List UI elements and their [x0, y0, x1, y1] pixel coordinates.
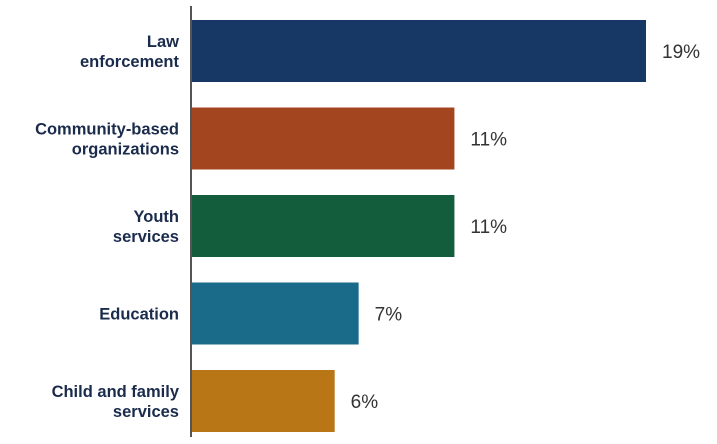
category-label-line: services [113, 228, 179, 246]
category-label-line: Community-based [35, 121, 179, 139]
bar-4 [191, 370, 335, 432]
category-label-2: Youth services [113, 208, 179, 246]
value-labels-layer: 19% 11% 11% 7% 6% [351, 42, 700, 413]
category-label-line: Law [147, 33, 179, 51]
bars-layer [191, 20, 646, 432]
category-label-0: Law enforcement [80, 33, 180, 71]
bar-0 [191, 20, 646, 82]
category-label-line: Education [99, 306, 179, 324]
category-label-line: Child and family [52, 383, 180, 401]
category-label-1: Community-based organizations [35, 121, 179, 159]
category-label-3: Education [99, 306, 179, 324]
value-label-3: 7% [375, 305, 403, 326]
bar-1 [191, 107, 455, 170]
category-label-4: Child and family services [52, 383, 180, 421]
value-label-2: 11% [470, 217, 507, 238]
category-label-line: Youth [133, 208, 179, 226]
category-label-line: enforcement [80, 53, 180, 71]
value-label-0: 19% [662, 42, 700, 63]
value-label-4: 6% [351, 392, 379, 413]
category-label-line: services [113, 403, 179, 421]
category-label-line: organizations [72, 141, 179, 159]
bar-2 [191, 195, 455, 257]
category-labels-layer: Law enforcement Community-based organizatio… [35, 33, 180, 421]
bar-3 [191, 282, 359, 345]
value-label-1: 11% [470, 130, 507, 151]
